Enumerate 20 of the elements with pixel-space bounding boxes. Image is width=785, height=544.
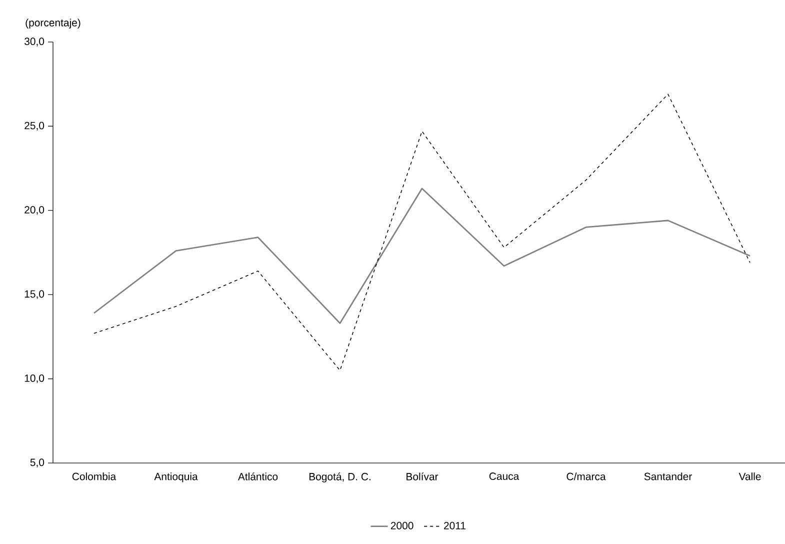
x-tick-label: Bogotá, D. C.	[309, 472, 370, 482]
y-tick-label: 30,0	[24, 38, 44, 46]
x-tick-label: C/marca	[566, 472, 606, 480]
y-tick-label: 15,0	[24, 290, 44, 299]
x-tick-label: Cauca	[489, 472, 520, 480]
x-tick-label: Santander	[644, 472, 692, 480]
y-tick-label: 20,0	[24, 206, 44, 215]
legend-label: 2000	[390, 522, 414, 530]
y-axis-title: (porcentaje)	[26, 18, 80, 28]
y-tick-label: 10,0	[24, 374, 44, 384]
x-tick-label: Bolívar	[406, 472, 438, 480]
line-series	[94, 94, 750, 371]
x-tick-label: Colombia	[72, 472, 116, 480]
legend-label: 2011	[444, 522, 466, 530]
x-tick-label: Valle	[738, 472, 761, 480]
x-tick-label: Atlántico	[238, 472, 278, 480]
line-series	[93, 188, 751, 324]
y-tick-label: 5,0	[30, 458, 44, 468]
x-tick-label: Antioquia	[154, 472, 198, 482]
y-tick-label: 25,0	[24, 122, 44, 131]
